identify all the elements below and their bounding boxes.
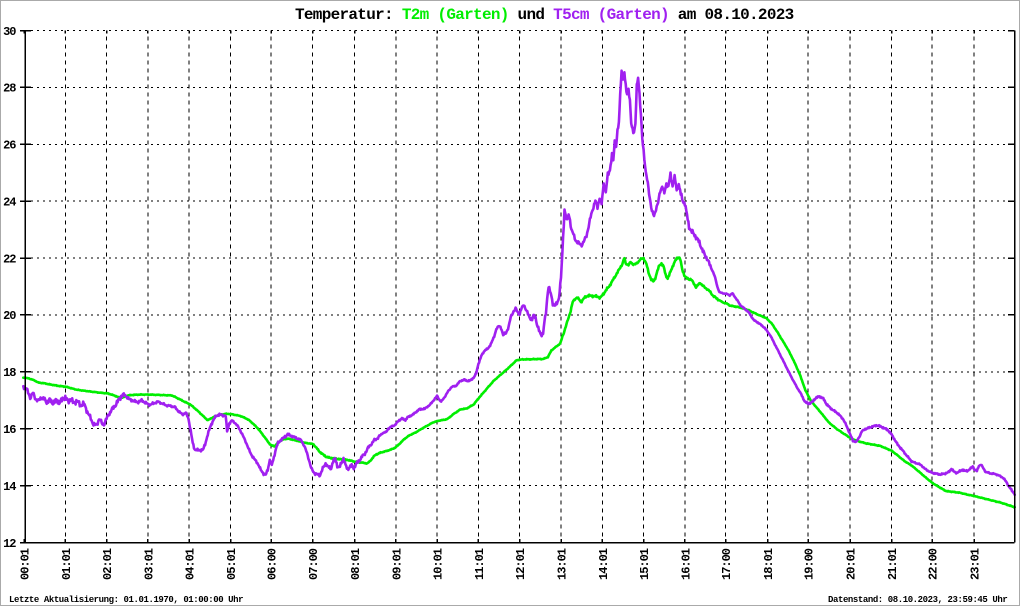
svg-text:21:01: 21:01 — [886, 548, 900, 580]
svg-text:20: 20 — [3, 309, 16, 323]
svg-text:22: 22 — [3, 252, 16, 266]
svg-text:28: 28 — [3, 82, 16, 96]
svg-text:14: 14 — [3, 480, 16, 494]
svg-text:02:01: 02:01 — [101, 548, 115, 580]
svg-text:16:01: 16:01 — [679, 548, 693, 580]
svg-text:14:01: 14:01 — [597, 548, 611, 580]
svg-text:08:01: 08:01 — [349, 548, 363, 580]
svg-text:00:01: 00:01 — [19, 548, 33, 580]
svg-text:15:01: 15:01 — [638, 548, 652, 580]
svg-text:12: 12 — [3, 537, 16, 551]
svg-text:Letzte Aktualisierung: 01.01.1: Letzte Aktualisierung: 01.01.1970, 01:00… — [9, 595, 243, 605]
svg-text:18: 18 — [3, 366, 16, 380]
svg-text:01:01: 01:01 — [60, 548, 74, 580]
svg-text:24: 24 — [3, 196, 16, 210]
svg-text:10:01: 10:01 — [432, 548, 446, 580]
svg-text:Datenstand: 08.10.2023, 23:59:: Datenstand: 08.10.2023, 23:59:45 Uhr — [828, 595, 1007, 605]
svg-text:17:00: 17:00 — [720, 548, 734, 580]
svg-text:05:01: 05:01 — [225, 548, 239, 580]
svg-text:03:01: 03:01 — [142, 548, 156, 580]
svg-text:18:01: 18:01 — [762, 548, 776, 580]
svg-text:11:01: 11:01 — [473, 548, 487, 580]
svg-text:22:00: 22:00 — [927, 548, 941, 580]
svg-text:Temperatur: T2m (Garten) und T: Temperatur: T2m (Garten) und T5cm (Garte… — [295, 6, 794, 24]
svg-text:12:01: 12:01 — [514, 548, 528, 580]
svg-text:30: 30 — [3, 25, 16, 39]
svg-text:04:01: 04:01 — [184, 548, 198, 580]
svg-text:07:00: 07:00 — [307, 548, 321, 580]
svg-text:09:01: 09:01 — [390, 548, 404, 580]
svg-text:16: 16 — [3, 423, 16, 437]
svg-text:06:00: 06:00 — [266, 548, 280, 580]
svg-text:26: 26 — [3, 139, 16, 153]
svg-text:20:01: 20:01 — [845, 548, 859, 580]
svg-text:13:01: 13:01 — [556, 548, 570, 580]
svg-text:23:01: 23:01 — [969, 548, 983, 580]
svg-text:19:00: 19:00 — [803, 548, 817, 580]
